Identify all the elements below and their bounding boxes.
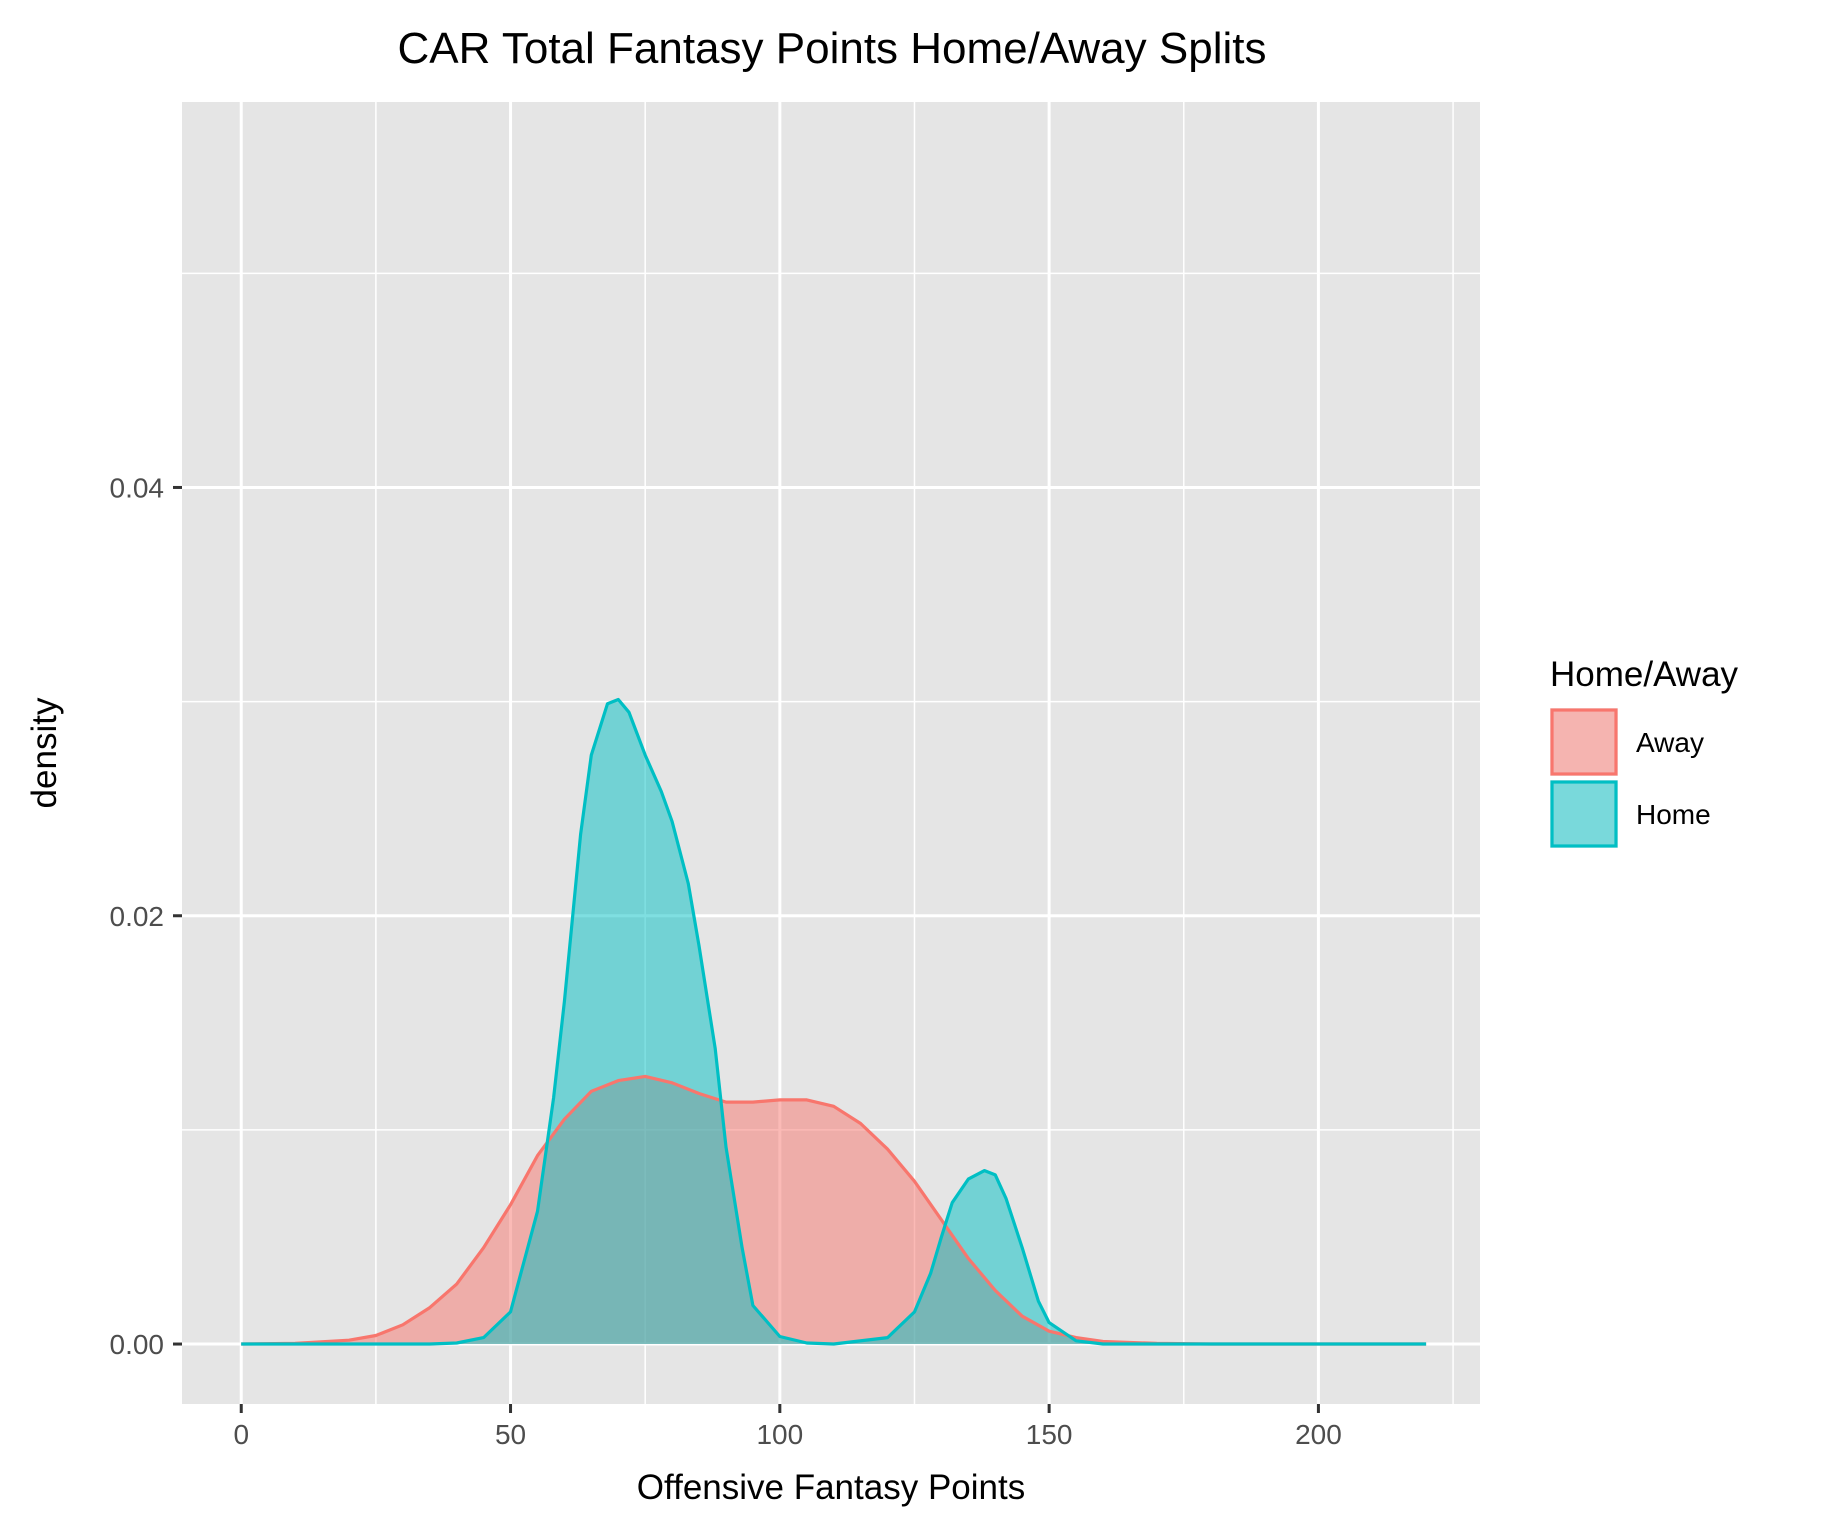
density-areas <box>241 697 1427 1346</box>
x-axis: 0 50 100 150 200 <box>233 1404 1342 1450</box>
legend-label-home: Home <box>1636 799 1711 830</box>
y-tick-label-2: 0.04 <box>110 472 165 503</box>
x-tick-label-4: 200 <box>1295 1419 1342 1450</box>
x-tick-label-3: 150 <box>1026 1419 1073 1450</box>
x-tick-label-0: 0 <box>233 1419 249 1450</box>
legend-title: Home/Away <box>1550 655 1739 694</box>
line-home <box>241 697 1427 1346</box>
legend-label-away: Away <box>1636 727 1704 758</box>
legend: Home/Away Away Home <box>1550 655 1739 848</box>
legend-items: Away Home <box>1550 708 1711 848</box>
x-tick-label-1: 50 <box>495 1419 526 1450</box>
x-tick-label-2: 100 <box>756 1419 803 1450</box>
chart-title: CAR Total Fantasy Points Home/Away Split… <box>398 24 1267 73</box>
y-tick-label-1: 0.02 <box>110 901 165 932</box>
legend-swatch-away <box>1550 708 1618 776</box>
x-axis-title: Offensive Fantasy Points <box>637 1468 1025 1507</box>
line-away <box>241 1074 1427 1346</box>
y-axis-title: density <box>25 697 64 808</box>
y-tick-label-0: 0.00 <box>110 1329 165 1360</box>
y-axis: 0.00 0.02 0.04 <box>110 472 182 1360</box>
legend-swatch-home <box>1550 780 1618 848</box>
